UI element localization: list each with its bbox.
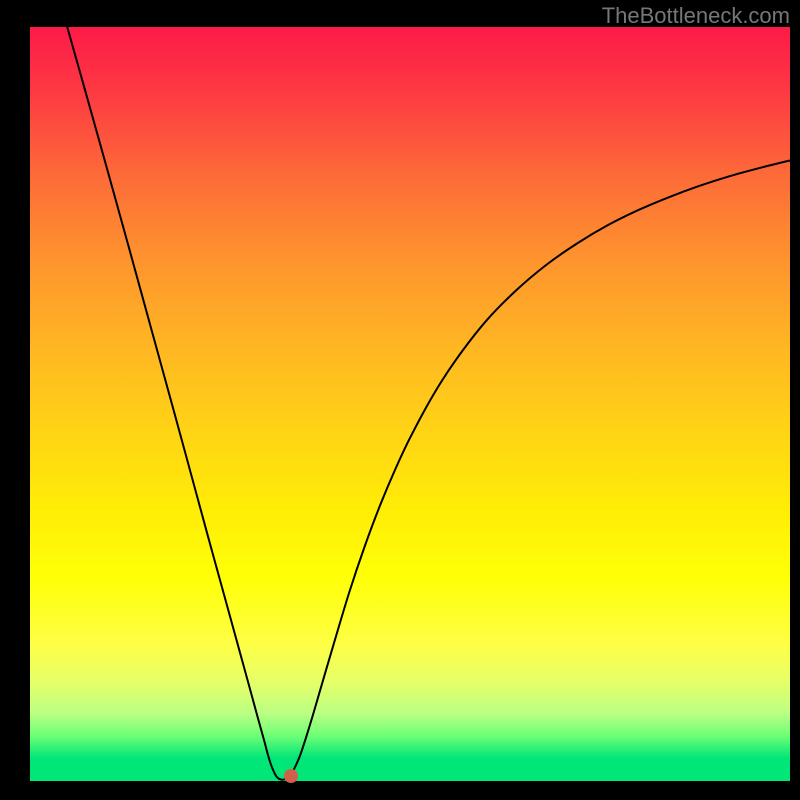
bottleneck-curve [67, 27, 790, 780]
plot-area [30, 27, 790, 781]
watermark: TheBottleneck.com [602, 3, 790, 29]
optimum-marker [284, 769, 298, 783]
chart-container: TheBottleneck.com [0, 0, 800, 800]
curve-layer [30, 27, 790, 781]
